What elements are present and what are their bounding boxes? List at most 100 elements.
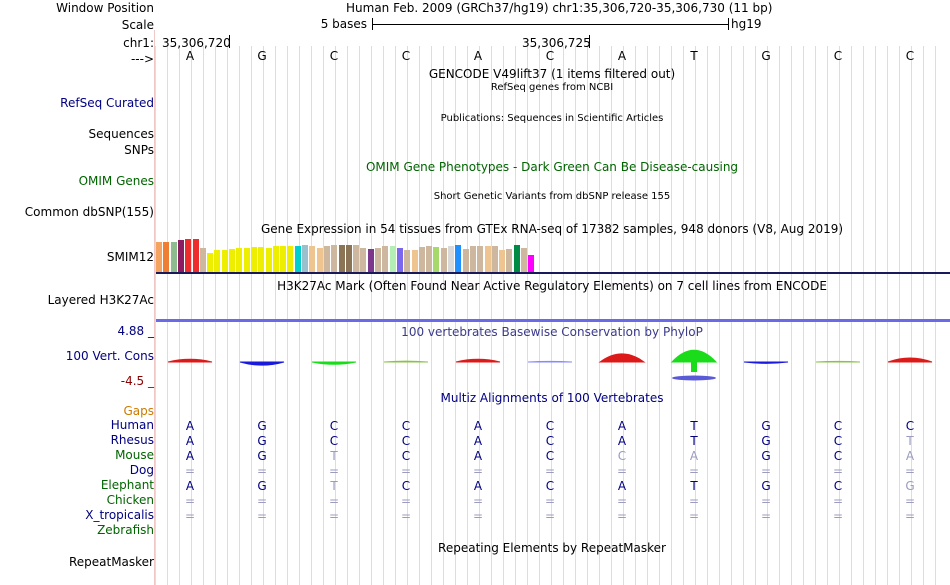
gtex-bar[interactable] bbox=[528, 254, 535, 272]
alignment-species-label[interactable]: Chicken bbox=[106, 493, 154, 507]
gtex-track-title[interactable]: Gene Expression in 54 tissues from GTEx … bbox=[260, 222, 844, 236]
h3k27ac-track-title[interactable]: H3K27Ac Mark (Often Found Near Active Re… bbox=[277, 279, 827, 293]
refseq-track-label[interactable]: RefSeq Curated bbox=[60, 96, 154, 110]
gtex-bar[interactable] bbox=[338, 245, 345, 272]
h3k27ac-track-label[interactable]: Layered H3K27Ac bbox=[47, 293, 154, 307]
gtex-bar[interactable] bbox=[426, 246, 433, 272]
sequences-track-label[interactable]: Sequences bbox=[88, 127, 154, 141]
phylop-plot[interactable] bbox=[0, 338, 950, 384]
alignment-species-label[interactable]: Zebrafish bbox=[97, 523, 154, 537]
gtex-bar[interactable] bbox=[499, 249, 506, 272]
dbsnp-track-label[interactable]: Common dbSNP(155) bbox=[24, 205, 154, 219]
gtex-bar[interactable] bbox=[440, 248, 447, 272]
gtex-bar[interactable] bbox=[491, 246, 498, 272]
gtex-bar[interactable] bbox=[229, 248, 235, 272]
snps-track-label[interactable]: SNPs bbox=[124, 143, 154, 157]
omim-track-label[interactable]: OMIM Genes bbox=[78, 174, 154, 188]
alignment-base: = bbox=[616, 464, 628, 478]
gtex-bar[interactable] bbox=[214, 250, 221, 272]
gtex-gene-label[interactable]: SMIM12 bbox=[106, 250, 154, 264]
alignment-species-label[interactable]: Rhesus bbox=[110, 433, 154, 447]
gtex-bar[interactable] bbox=[353, 245, 360, 272]
multiz-alignment-block[interactable]: Human A G C C A C A T G C C Rhesus A G C C A C A T G C T Mouse A G… bbox=[0, 418, 950, 539]
gtex-bar[interactable] bbox=[418, 246, 425, 272]
gtex-bar[interactable] bbox=[302, 245, 308, 272]
gtex-bar[interactable] bbox=[506, 248, 513, 272]
gtex-bar[interactable] bbox=[192, 238, 199, 272]
gtex-bar[interactable] bbox=[462, 248, 469, 272]
phylop-track-title[interactable]: 100 vertebrates Basewise Conservation by… bbox=[401, 325, 703, 339]
phylop-score[interactable] bbox=[311, 361, 357, 365]
alignment-species-label[interactable]: Mouse bbox=[115, 448, 154, 462]
gtex-bar[interactable] bbox=[199, 247, 206, 272]
gtex-bar[interactable] bbox=[243, 247, 250, 272]
gtex-bar[interactable] bbox=[287, 246, 294, 272]
alignment-base: C bbox=[545, 419, 555, 433]
gaps-label[interactable]: Gaps bbox=[123, 404, 154, 418]
multiz-track-title[interactable]: Multiz Alignments of 100 Vertebrates bbox=[440, 391, 664, 405]
gtex-bar[interactable] bbox=[477, 246, 484, 272]
phylop-score[interactable] bbox=[383, 360, 429, 363]
gtex-bar[interactable] bbox=[360, 247, 367, 272]
alignment-species-label[interactable]: Human bbox=[110, 418, 154, 432]
gtex-bar[interactable] bbox=[280, 246, 287, 272]
dbsnp-track-title[interactable]: Short Genetic Variants from dbSNP releas… bbox=[433, 191, 671, 202]
gtex-bar[interactable] bbox=[156, 241, 162, 272]
gtex-bar[interactable] bbox=[250, 246, 257, 272]
gtex-bar[interactable] bbox=[484, 246, 491, 272]
gtex-bar[interactable] bbox=[433, 246, 440, 272]
gtex-bar[interactable] bbox=[448, 246, 454, 272]
gtex-bar[interactable] bbox=[309, 246, 316, 272]
phylop-score[interactable] bbox=[598, 353, 646, 363]
phylop-score[interactable] bbox=[455, 358, 501, 363]
omim-track-title[interactable]: OMIM Gene Phenotypes - Dark Green Can Be… bbox=[365, 160, 739, 174]
alignment-base: C bbox=[905, 419, 915, 433]
gtex-bar[interactable] bbox=[236, 248, 243, 272]
gtex-bar[interactable] bbox=[521, 247, 527, 272]
alignment-species-label[interactable]: Elephant bbox=[100, 478, 154, 492]
gtex-bar[interactable] bbox=[396, 247, 403, 272]
gtex-bar[interactable] bbox=[455, 245, 462, 272]
gtex-bar[interactable] bbox=[185, 238, 192, 272]
gtex-bar[interactable] bbox=[513, 245, 520, 272]
phylop-track-label[interactable]: 100 Vert. Cons bbox=[65, 349, 154, 363]
gtex-bar[interactable] bbox=[389, 246, 396, 272]
gtex-bar[interactable] bbox=[469, 246, 476, 272]
gtex-bar[interactable] bbox=[177, 240, 184, 272]
gtex-bar[interactable] bbox=[265, 247, 272, 272]
gencode-track-title[interactable]: GENCODE V49lift37 (1 items filtered out) bbox=[428, 67, 676, 81]
gtex-bar[interactable] bbox=[345, 245, 352, 272]
phylop-score[interactable] bbox=[743, 361, 789, 364]
gtex-bar[interactable] bbox=[323, 246, 330, 272]
refseq-track-title[interactable]: RefSeq genes from NCBI bbox=[490, 82, 614, 93]
gtex-bar[interactable] bbox=[367, 248, 374, 272]
gtex-bar[interactable] bbox=[382, 246, 389, 272]
gtex-bar[interactable] bbox=[404, 249, 411, 272]
gtex-bar[interactable] bbox=[258, 246, 265, 272]
phylop-score[interactable] bbox=[887, 357, 933, 363]
gtex-bar[interactable] bbox=[163, 241, 170, 272]
gtex-bar-chart[interactable] bbox=[156, 236, 536, 272]
phylop-score[interactable] bbox=[239, 361, 285, 366]
publications-track-title[interactable]: Publications: Sequences in Scientific Ar… bbox=[440, 113, 664, 124]
gtex-bar[interactable] bbox=[207, 253, 214, 272]
gtex-bar[interactable] bbox=[294, 246, 301, 272]
gtex-bar[interactable] bbox=[331, 245, 338, 272]
gtex-bar[interactable] bbox=[411, 250, 418, 272]
phylop-score[interactable] bbox=[167, 358, 213, 363]
phylop-score[interactable] bbox=[670, 349, 718, 381]
repeatmasker-track-label[interactable]: RepeatMasker bbox=[68, 555, 154, 569]
gtex-bar[interactable] bbox=[221, 250, 228, 272]
phylop-score[interactable] bbox=[527, 360, 573, 363]
gtex-bar[interactable] bbox=[375, 247, 381, 272]
alignment-base: = bbox=[760, 464, 772, 478]
phylop-score[interactable] bbox=[815, 360, 861, 363]
alignment-species-label[interactable]: X_tropicalis bbox=[85, 508, 154, 522]
gtex-bar[interactable] bbox=[272, 246, 279, 272]
gtex-bar[interactable] bbox=[316, 247, 323, 272]
alignment-base: C bbox=[833, 434, 843, 448]
alignment-species-label[interactable]: Dog bbox=[129, 463, 154, 477]
gtex-bar[interactable] bbox=[170, 242, 177, 272]
repeatmasker-track-title[interactable]: Repeating Elements by RepeatMasker bbox=[438, 541, 666, 555]
